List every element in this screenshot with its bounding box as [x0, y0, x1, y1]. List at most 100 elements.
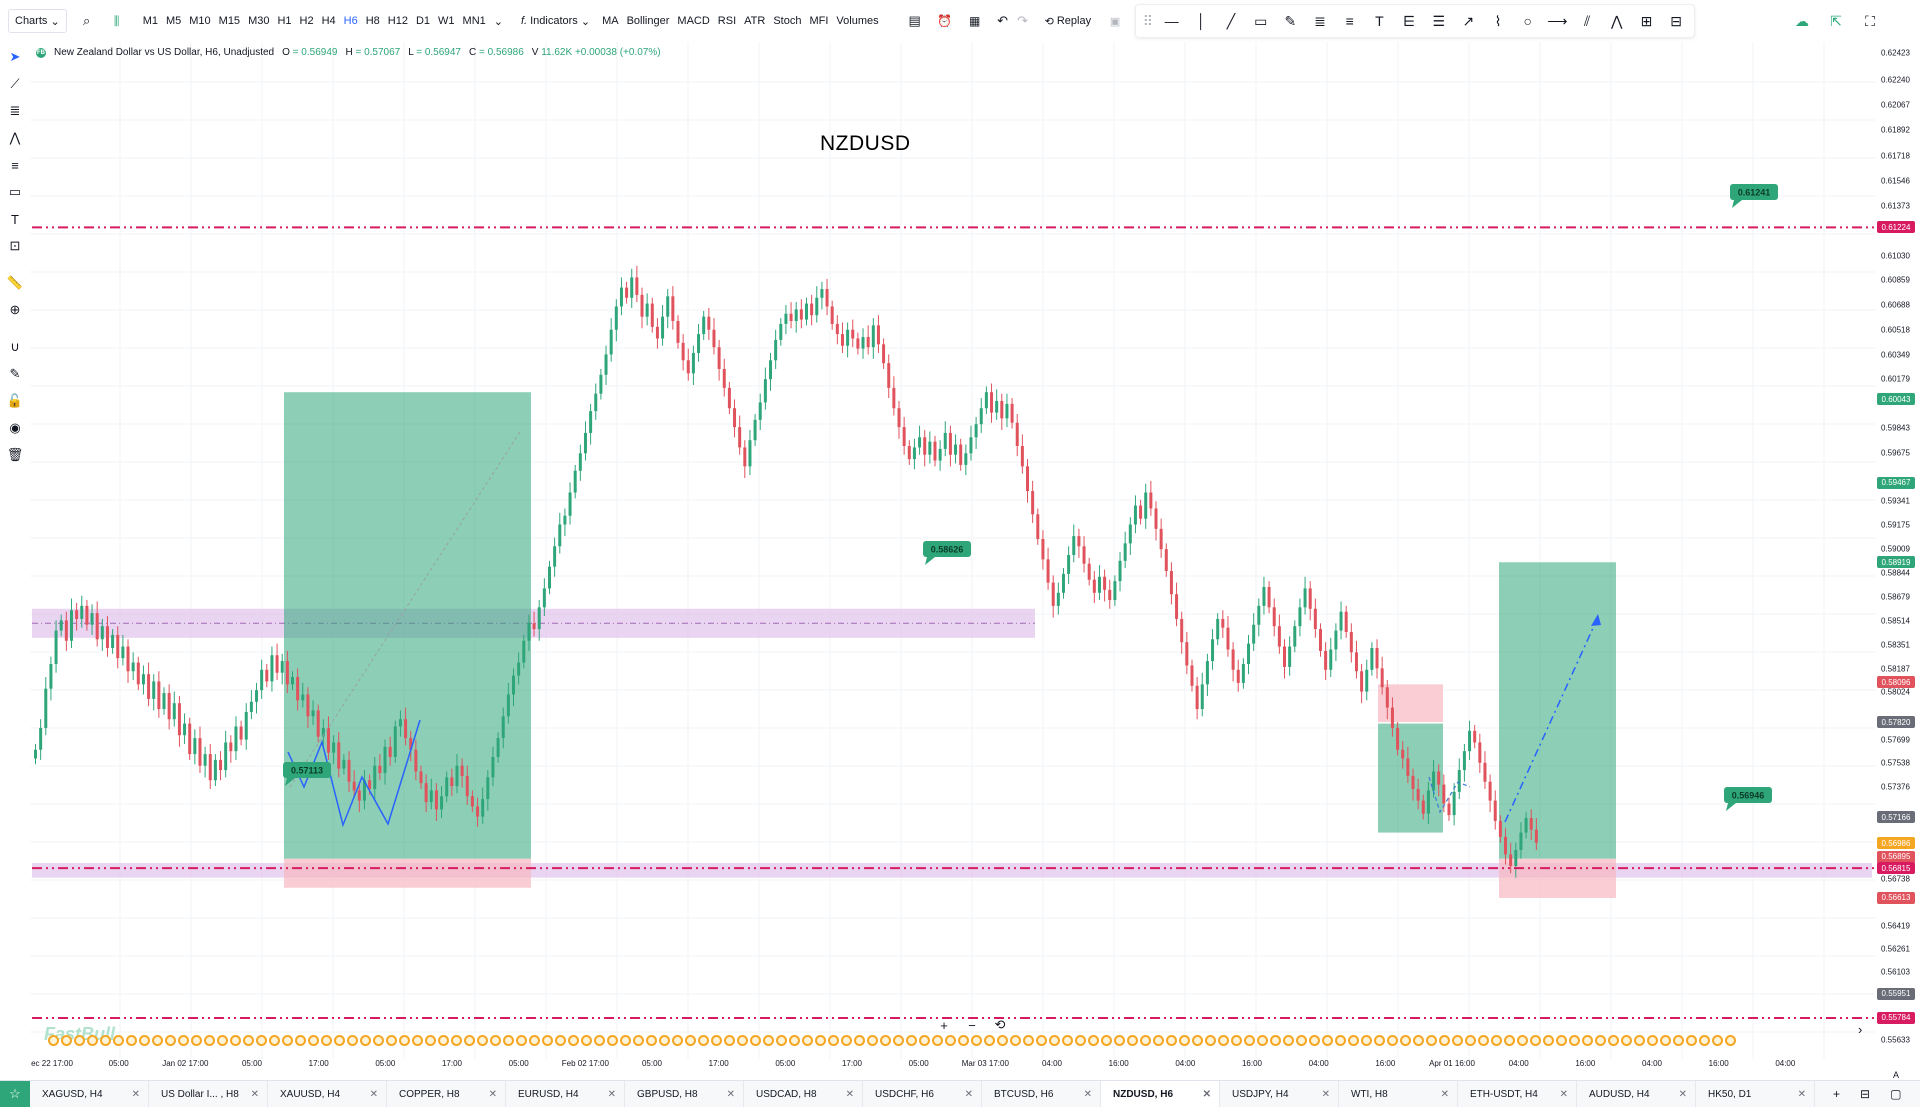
event-marker-icon[interactable] — [1205, 1035, 1216, 1046]
event-marker-icon[interactable] — [1192, 1035, 1203, 1046]
trash-icon[interactable]: 🗑 — [6, 447, 24, 462]
calendar-icon[interactable]: ▦ — [968, 14, 981, 28]
timeframe-h2[interactable]: H2 — [299, 15, 314, 27]
candle-type-icon[interactable]: ⫼ — [113, 13, 120, 28]
replay-button[interactable]: ⟲ Replay — [1041, 9, 1095, 33]
event-marker-icon[interactable] — [763, 1035, 774, 1046]
event-marker-icon[interactable] — [308, 1035, 319, 1046]
event-marker-icon[interactable] — [1465, 1035, 1476, 1046]
line-tool-icon[interactable]: ⟋ — [10, 76, 20, 91]
event-marker-icon[interactable] — [724, 1035, 735, 1046]
zoom-out-button[interactable]: − — [968, 1017, 976, 1033]
event-marker-icon[interactable] — [893, 1035, 904, 1046]
event-marker-icon[interactable] — [620, 1035, 631, 1046]
event-marker-icon[interactable] — [1283, 1035, 1294, 1046]
circle-icon[interactable]: ○ — [1523, 13, 1532, 29]
tab-gbpusd-h8[interactable]: GBPUSD, H8 ✕ — [625, 1081, 744, 1107]
event-marker-icon[interactable] — [542, 1035, 553, 1046]
event-marker-icon[interactable] — [412, 1035, 423, 1046]
single-layout-icon[interactable]: ▢ — [1890, 1087, 1902, 1101]
close-icon[interactable]: ✕ — [964, 1088, 973, 1100]
timeframe-w1[interactable]: W1 — [438, 15, 455, 27]
event-marker-icon[interactable] — [919, 1035, 930, 1046]
auto-scale-button[interactable]: A — [1892, 1070, 1899, 1080]
close-icon[interactable]: ✕ — [1440, 1088, 1449, 1100]
event-marker-icon[interactable] — [1075, 1035, 1086, 1046]
event-marker-icon[interactable] — [360, 1035, 371, 1046]
magnet-icon[interactable]: ∪ — [10, 339, 20, 354]
close-icon[interactable]: ✕ — [726, 1088, 735, 1100]
event-marker-icon[interactable] — [1322, 1035, 1333, 1046]
channel-tool-icon[interactable]: ≡ — [11, 157, 19, 173]
event-marker-icon[interactable] — [698, 1035, 709, 1046]
event-marker-icon[interactable] — [984, 1035, 995, 1046]
event-marker-icon[interactable] — [867, 1035, 878, 1046]
timeframe-d1[interactable]: D1 — [415, 15, 431, 27]
event-marker-icon[interactable] — [1673, 1035, 1684, 1046]
close-icon[interactable]: ✕ — [131, 1088, 140, 1100]
event-marker-icon[interactable] — [529, 1035, 540, 1046]
redo-icon[interactable]: ↷ — [1017, 13, 1029, 28]
event-marker-icon[interactable] — [1335, 1035, 1346, 1046]
event-marker-icon[interactable] — [48, 1035, 59, 1046]
event-marker-icon[interactable] — [1231, 1035, 1242, 1046]
tab-wti-h8[interactable]: WTI, H8 ✕ — [1339, 1081, 1458, 1107]
event-marker-icon[interactable] — [1621, 1035, 1632, 1046]
tab-copper-h8[interactable]: COPPER, H8 ✕ — [387, 1081, 506, 1107]
indicator-ma[interactable]: MA — [602, 15, 619, 27]
tab-us-dollar-i-h8[interactable]: US Dollar I... , H8 ✕ — [149, 1081, 268, 1107]
layout-icon[interactable]: ▤ — [908, 13, 921, 28]
event-marker-icon[interactable] — [1712, 1035, 1723, 1046]
timeframe-h8[interactable]: H8 — [365, 15, 380, 27]
event-marker-icon[interactable] — [1387, 1035, 1398, 1046]
event-marker-icon[interactable] — [451, 1035, 462, 1046]
event-marker-icon[interactable] — [1582, 1035, 1593, 1046]
indicator-bollinger[interactable]: Bollinger — [626, 15, 670, 27]
event-marker-icon[interactable] — [1114, 1035, 1125, 1046]
timeframe-h12[interactable]: H12 — [387, 15, 408, 27]
event-marker-icon[interactable] — [1218, 1035, 1229, 1046]
drag-handle-icon[interactable]: ⠿ — [1142, 12, 1154, 29]
event-marker-icon[interactable] — [464, 1035, 475, 1046]
timeframe-h4[interactable]: H4 — [321, 15, 336, 27]
event-marker-icon[interactable] — [282, 1035, 293, 1046]
event-marker-icon[interactable] — [61, 1035, 72, 1046]
pitchfork-icon[interactable]: ⋿ — [1402, 12, 1416, 29]
close-icon[interactable]: ✕ — [1202, 1088, 1211, 1100]
event-marker-icon[interactable] — [672, 1035, 683, 1046]
arrow-icon[interactable]: ↗ — [1462, 12, 1475, 29]
event-marker-icon[interactable] — [1023, 1035, 1034, 1046]
event-marker-icon[interactable] — [958, 1035, 969, 1046]
event-marker-icon[interactable] — [165, 1035, 176, 1046]
tab-xagusd-h4[interactable]: XAGUSD, H4 ✕ — [30, 1081, 149, 1107]
long-position-icon[interactable]: ⊞ — [1640, 12, 1653, 29]
path-icon[interactable]: ⌇ — [1494, 12, 1502, 29]
fib-tool-icon[interactable]: ≣ — [9, 103, 21, 118]
timeframe-h1[interactable]: H1 — [277, 15, 292, 27]
alert-icon[interactable]: ⏰ — [937, 14, 953, 28]
tab-usdjpy-h4[interactable]: USDJPY, H4 ✕ — [1220, 1081, 1339, 1107]
event-marker-icon[interactable] — [1361, 1035, 1372, 1046]
event-marker-icon[interactable] — [776, 1035, 787, 1046]
rectangle-icon[interactable]: ▭ — [1254, 12, 1268, 29]
horizontal-line-icon[interactable]: — — [1164, 13, 1179, 29]
event-marker-icon[interactable] — [139, 1035, 150, 1046]
close-icon[interactable]: ✕ — [1559, 1088, 1568, 1100]
event-marker-icon[interactable] — [1530, 1035, 1541, 1046]
event-marker-icon[interactable] — [555, 1035, 566, 1046]
event-marker-icon[interactable] — [646, 1035, 657, 1046]
event-marker-icon[interactable] — [438, 1035, 449, 1046]
add-tab-icon[interactable]: + — [1833, 1087, 1841, 1101]
event-marker-icon[interactable] — [854, 1035, 865, 1046]
event-marker-icon[interactable] — [490, 1035, 501, 1046]
event-marker-icon[interactable] — [1569, 1035, 1580, 1046]
indicator-macd[interactable]: MACD — [677, 15, 710, 27]
price-scale[interactable]: 0.62423 0.62240 0.62067 0.61892 0.61718 0.615… — [1875, 36, 1920, 1056]
event-marker-icon[interactable] — [1725, 1035, 1736, 1046]
event-marker-icon[interactable] — [269, 1035, 280, 1046]
close-icon[interactable]: ✕ — [1678, 1088, 1687, 1100]
ruler-icon[interactable]: 📏 — [6, 275, 24, 290]
timeframe-h6[interactable]: H6 — [343, 15, 358, 27]
zoom-in-button[interactable]: + — [940, 1017, 948, 1033]
event-marker-icon[interactable] — [386, 1035, 397, 1046]
